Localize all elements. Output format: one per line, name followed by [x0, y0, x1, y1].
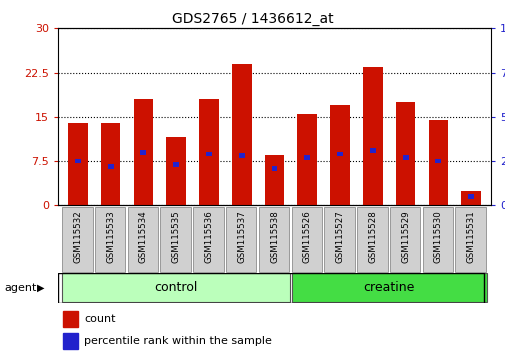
Text: GSM115529: GSM115529: [400, 211, 409, 263]
Text: control: control: [154, 281, 197, 294]
Bar: [133, 99, 153, 205]
Bar: [108, 164, 113, 169]
Text: GSM115526: GSM115526: [302, 211, 311, 263]
FancyBboxPatch shape: [454, 207, 485, 272]
Bar: [63, 333, 77, 349]
Bar: [206, 152, 212, 156]
Text: GSM115536: GSM115536: [204, 211, 213, 263]
Bar: [304, 155, 310, 160]
Bar: [173, 162, 179, 167]
Text: GSM115528: GSM115528: [368, 211, 377, 263]
Text: GSM115538: GSM115538: [270, 211, 278, 263]
Text: percentile rank within the sample: percentile rank within the sample: [84, 336, 272, 346]
Bar: [467, 194, 473, 199]
Bar: [63, 311, 77, 327]
Bar: [68, 123, 87, 205]
FancyBboxPatch shape: [422, 207, 452, 272]
FancyBboxPatch shape: [62, 273, 290, 302]
FancyBboxPatch shape: [258, 207, 289, 272]
Bar: [330, 105, 349, 205]
Bar: [395, 102, 415, 205]
FancyBboxPatch shape: [62, 207, 92, 272]
Bar: [271, 166, 277, 171]
Bar: [199, 99, 218, 205]
Bar: [428, 120, 447, 205]
Text: GDS2765 / 1436612_at: GDS2765 / 1436612_at: [172, 12, 333, 27]
Bar: [264, 155, 284, 205]
Text: creatine: creatine: [363, 281, 414, 294]
Bar: [461, 190, 480, 205]
Text: GSM115537: GSM115537: [237, 211, 246, 263]
Text: GSM115527: GSM115527: [335, 211, 344, 263]
FancyBboxPatch shape: [357, 207, 387, 272]
FancyBboxPatch shape: [291, 273, 486, 302]
Bar: [402, 155, 408, 160]
FancyBboxPatch shape: [324, 207, 354, 272]
FancyBboxPatch shape: [160, 207, 190, 272]
Text: GSM115530: GSM115530: [433, 211, 442, 263]
FancyBboxPatch shape: [193, 207, 223, 272]
Text: agent: agent: [4, 283, 36, 293]
Bar: [435, 159, 440, 164]
Bar: [140, 150, 146, 155]
Bar: [166, 137, 186, 205]
Bar: [297, 114, 317, 205]
Text: GSM115531: GSM115531: [466, 211, 475, 263]
Bar: [362, 67, 382, 205]
Bar: [336, 152, 342, 156]
FancyBboxPatch shape: [95, 207, 125, 272]
FancyBboxPatch shape: [127, 207, 158, 272]
FancyBboxPatch shape: [389, 207, 420, 272]
Text: GSM115535: GSM115535: [171, 211, 180, 263]
Bar: [75, 159, 81, 164]
FancyBboxPatch shape: [226, 207, 256, 272]
Text: GSM115534: GSM115534: [139, 211, 147, 263]
Text: GSM115532: GSM115532: [73, 211, 82, 263]
FancyBboxPatch shape: [291, 207, 321, 272]
Text: GSM115533: GSM115533: [106, 211, 115, 263]
Bar: [238, 153, 244, 158]
Bar: [100, 123, 120, 205]
Text: ▶: ▶: [37, 283, 44, 293]
Text: count: count: [84, 314, 116, 324]
Bar: [369, 148, 375, 153]
Bar: [231, 64, 251, 205]
